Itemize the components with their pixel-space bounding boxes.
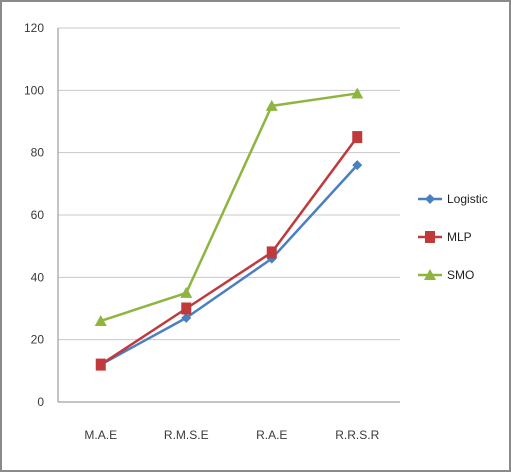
y-tick-label: 120 (24, 21, 44, 35)
data-point (425, 231, 435, 243)
y-tick-label: 60 (31, 208, 45, 222)
data-point (352, 160, 363, 171)
series-line-smo (100, 92, 358, 323)
y-tick-label: 80 (31, 146, 45, 160)
data-point (351, 87, 364, 99)
data-point (180, 286, 193, 298)
x-tick-label: R.A.E (256, 428, 287, 442)
x-tick-label: M.A.E (84, 428, 117, 442)
axes (57, 28, 400, 403)
x-tick-labels: M.A.E R.M.S.E R.A.E R.R.S.R (84, 428, 379, 442)
y-tick-label: 40 (31, 270, 45, 284)
data-point (181, 302, 192, 315)
data-point (425, 194, 435, 204)
legend-label: MLP (447, 230, 472, 244)
series-line-logistic (100, 164, 359, 366)
grid-lines (58, 27, 400, 341)
y-tick-label: 0 (37, 395, 44, 409)
legend-label: SMO (447, 268, 474, 282)
data-point (352, 131, 363, 144)
y-tick-label: 100 (24, 83, 44, 97)
data-point (95, 358, 106, 371)
legend-label: Logistic (447, 192, 488, 206)
data-point (94, 314, 107, 326)
x-tick-label: R.R.S.R (335, 428, 379, 442)
series-lines (94, 87, 364, 371)
x-tick-label: R.M.S.E (164, 428, 209, 442)
series-line-mlp (100, 136, 359, 366)
data-point (424, 269, 436, 280)
data-point (265, 99, 278, 111)
data-point (181, 312, 192, 323)
y-tick-labels: 0 20 40 60 80 100 120 (24, 21, 44, 409)
y-tick-label: 20 (31, 333, 45, 347)
legend: Logistic MLP SMO (418, 192, 488, 282)
data-point (266, 246, 277, 259)
